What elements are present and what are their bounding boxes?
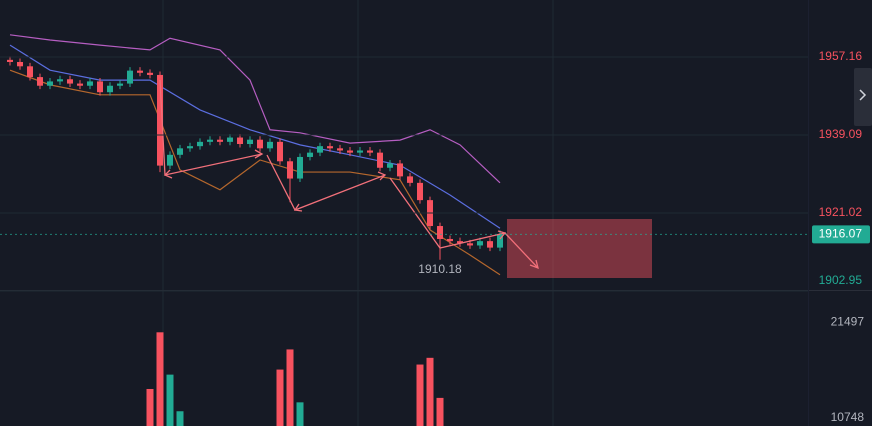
arrow-head — [529, 259, 539, 270]
candle-body — [257, 139, 263, 149]
trend-arrow — [266, 154, 386, 211]
candle-body — [347, 150, 353, 153]
indicator-line — [9, 44, 501, 229]
volume-bar — [296, 402, 304, 426]
volume-bar — [166, 374, 174, 426]
arrow-head — [497, 230, 507, 240]
chevron-icon[interactable] — [859, 89, 867, 101]
candle-body — [207, 139, 213, 142]
volume-bar — [156, 332, 164, 426]
y-tick-label: 1902.95 — [819, 273, 863, 287]
candle-body — [497, 234, 503, 248]
candle-body — [397, 163, 403, 177]
candle-body — [77, 83, 83, 86]
candle-body — [87, 81, 93, 86]
candle-body — [417, 182, 423, 201]
volume-bar — [276, 369, 284, 426]
candle-body — [477, 241, 483, 246]
arrow-head — [377, 171, 387, 181]
candle-body — [217, 139, 223, 142]
scroll-button[interactable] — [854, 68, 872, 126]
candle-body — [327, 146, 333, 149]
arrow-head — [293, 203, 303, 212]
candle-body — [457, 241, 463, 244]
candle-body — [297, 156, 303, 179]
candle-body — [467, 243, 473, 246]
last-price-tag — [812, 225, 870, 244]
candle-body — [147, 72, 153, 75]
candle-body — [167, 154, 173, 166]
price-pane — [7, 34, 503, 276]
candle-body — [337, 148, 343, 151]
candle-body — [97, 81, 103, 93]
y-tick-label: 1921.02 — [819, 205, 863, 219]
candle-body — [307, 152, 313, 157]
volume-tick-label: 21497 — [831, 314, 865, 328]
candle-body — [157, 74, 163, 166]
candle-body — [127, 70, 133, 84]
candle-body — [437, 226, 443, 239]
candle-body — [37, 77, 43, 86]
volume-bar — [436, 397, 444, 426]
indicator-line — [9, 69, 501, 276]
trend-arrow — [159, 79, 263, 176]
candle-body — [277, 141, 283, 162]
volume-bar — [176, 411, 184, 426]
candle-body — [317, 146, 323, 153]
volume-bar — [426, 357, 434, 426]
low-price-label: 1910.18 — [418, 262, 462, 276]
candle-body — [57, 79, 63, 82]
volume-bar — [286, 349, 294, 426]
candle-body — [177, 148, 183, 155]
candle-body — [47, 81, 53, 86]
indicator-line — [9, 34, 501, 184]
volume-pane — [146, 332, 444, 426]
candle-body — [487, 241, 493, 248]
candle-body — [67, 79, 73, 84]
candle-body — [447, 238, 453, 242]
candle-body — [117, 83, 123, 86]
candle-body — [27, 66, 33, 78]
candle-body — [187, 146, 193, 149]
candle-body — [107, 85, 113, 93]
candle-body — [407, 176, 413, 183]
volume-tick-label: 10748 — [831, 410, 865, 424]
candle-body — [247, 139, 253, 145]
candle-body — [387, 163, 393, 168]
candle-body — [197, 141, 203, 147]
arrow-head — [254, 149, 264, 159]
candle-body — [237, 137, 243, 145]
drawings — [159, 79, 652, 278]
candle-body — [357, 150, 363, 153]
candle-body — [227, 137, 233, 142]
candle-body — [7, 59, 13, 62]
candle-body — [267, 141, 273, 149]
arrow-head — [163, 169, 173, 179]
candle-body — [137, 70, 143, 73]
candle-body — [377, 152, 383, 168]
candle-body — [17, 61, 23, 67]
y-tick-label: 1939.09 — [819, 127, 863, 141]
volume-bar — [146, 388, 154, 426]
candle-body — [367, 150, 373, 153]
candle-body — [287, 161, 293, 179]
target-box — [507, 219, 652, 278]
last-price-label: 1916.07 — [819, 227, 863, 241]
volume-bar — [416, 364, 424, 426]
y-tick-label: 1957.16 — [819, 49, 863, 63]
